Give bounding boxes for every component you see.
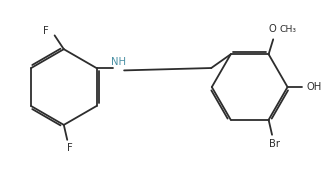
Text: F: F [67, 143, 72, 153]
Text: NH: NH [111, 57, 126, 67]
Text: O: O [268, 24, 276, 34]
Text: F: F [42, 26, 48, 36]
Text: OH: OH [306, 82, 321, 92]
Text: Br: Br [269, 139, 280, 149]
Text: CH₃: CH₃ [280, 25, 296, 33]
